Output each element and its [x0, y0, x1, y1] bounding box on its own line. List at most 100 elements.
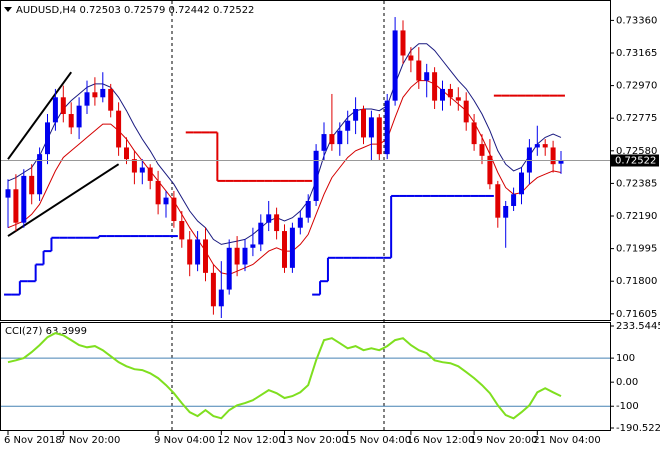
candle-body — [447, 88, 453, 98]
candle-body — [495, 184, 501, 218]
candle-body — [171, 197, 177, 222]
chart-title: AUDUSD,H4 0.72503 0.72579 0.72442 0.7252… — [16, 5, 254, 16]
candle-body — [337, 130, 343, 145]
cci-line — [7, 332, 562, 420]
candle-body — [471, 122, 477, 145]
y-tick-label: 233.5445 — [616, 321, 660, 332]
candle-body — [92, 92, 98, 98]
y-tick-label: 0.71605 — [616, 309, 657, 320]
candle-body — [550, 147, 556, 165]
x-tick-label: 21 Nov 04:00 — [533, 435, 600, 446]
candle-body — [131, 159, 137, 173]
candle-body — [187, 239, 193, 265]
indicator-title: CCI(27) 63.3999 — [5, 326, 87, 337]
candle-body — [400, 30, 406, 56]
candle-body — [297, 217, 303, 228]
y-tick-label: 0.72580 — [616, 146, 657, 157]
candle-body — [384, 100, 390, 155]
y-tick-label: 0.71995 — [616, 244, 657, 255]
trendline — [7, 163, 120, 237]
candle-body — [440, 88, 445, 101]
candle-body — [345, 120, 351, 131]
title-icon — [4, 7, 12, 12]
last-price-box — [611, 154, 659, 167]
candle-body — [424, 72, 430, 81]
candle-body — [455, 97, 461, 101]
candle-body — [226, 247, 232, 290]
candle-body — [289, 227, 295, 268]
candle-body — [203, 239, 208, 273]
candle-body — [60, 97, 66, 115]
y-tick-label: -100 — [616, 401, 639, 412]
candle-body — [313, 150, 319, 201]
candle-body — [329, 134, 335, 145]
cci-panel — [0, 322, 611, 431]
candle-body — [68, 114, 74, 128]
candle-body — [321, 134, 327, 151]
candle-body — [242, 247, 248, 265]
candle-body — [5, 189, 11, 198]
trendline — [7, 71, 73, 160]
candle-body — [124, 147, 129, 160]
candle-body — [463, 100, 469, 123]
price-panel — [0, 0, 611, 321]
candle-body — [234, 247, 240, 265]
candle-body — [37, 154, 43, 195]
x-tick-label: 9 Nov 04:00 — [154, 435, 215, 446]
y-tick-label: 0.71800 — [616, 276, 657, 287]
candle-body — [52, 97, 58, 123]
candle-body — [45, 122, 50, 155]
y-tick-label: 0.00 — [616, 377, 638, 388]
candle-body — [21, 175, 27, 223]
x-tick-label: 6 Nov 2018 — [4, 435, 62, 446]
candle-body — [503, 205, 509, 218]
candle-body — [487, 155, 493, 185]
candle-body — [13, 189, 19, 223]
candle-body — [266, 214, 272, 223]
candle-body — [392, 30, 398, 101]
candle-body — [179, 221, 185, 240]
y-tick-label: 0.72775 — [616, 113, 657, 124]
y-tick-label: 100 — [616, 353, 635, 364]
candle-body — [147, 167, 153, 181]
y-tick-label: 0.72970 — [616, 81, 657, 92]
candle-body — [534, 144, 540, 148]
y-tick-label: 0.72385 — [616, 178, 657, 189]
x-tick-label: 7 Nov 20:00 — [59, 435, 120, 446]
x-tick-label: 13 Nov 20:00 — [281, 435, 348, 446]
y-tick-label: 0.72190 — [616, 211, 657, 222]
x-tick-label: 16 Nov 12:00 — [407, 435, 474, 446]
last-price-label: 0.72522 — [615, 156, 656, 167]
candle-body — [519, 172, 524, 195]
candle-body — [100, 88, 106, 98]
candle-body — [511, 194, 517, 206]
candle-body — [542, 144, 548, 148]
candle-body — [282, 231, 287, 268]
y-tick-label: 0.73165 — [616, 48, 657, 59]
candle-body — [195, 239, 201, 265]
candle-body — [376, 117, 382, 155]
candle-body — [368, 117, 374, 138]
candle-body — [558, 160, 564, 164]
candle-body — [432, 72, 438, 101]
candle-body — [218, 289, 224, 307]
y-tick-label: 0.73360 — [616, 15, 657, 26]
candle-body — [139, 167, 145, 173]
candle-body — [258, 222, 264, 245]
candle-body — [361, 109, 366, 138]
candle-body — [526, 147, 532, 173]
candle-body — [408, 55, 414, 61]
candle-body — [116, 110, 122, 148]
x-tick-label: 15 Nov 04:00 — [344, 435, 411, 446]
candle-body — [108, 88, 114, 111]
candle-body — [210, 272, 216, 307]
candle-body — [84, 92, 90, 106]
candle-body — [29, 175, 35, 195]
indicator-line — [7, 43, 562, 245]
candle-body — [163, 197, 169, 205]
candle-body — [305, 200, 311, 218]
candle-body — [250, 244, 256, 248]
x-tick-label: 12 Nov 12:00 — [217, 435, 284, 446]
candle-body — [76, 105, 82, 128]
